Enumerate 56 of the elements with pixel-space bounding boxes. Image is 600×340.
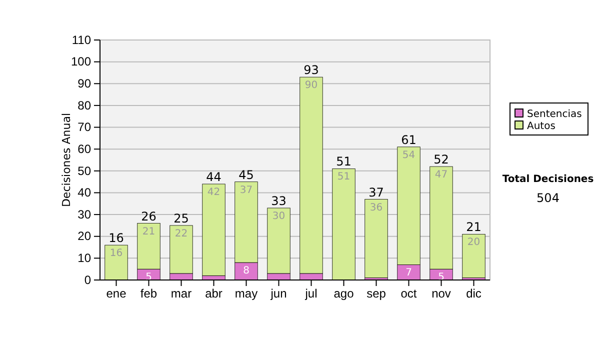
data-label: 36: [370, 202, 383, 214]
y-tick-label: 100: [70, 54, 92, 69]
data-label: 37: [240, 184, 253, 196]
text: Total Decisiones: [502, 174, 594, 185]
y-tick-label: 20: [78, 229, 92, 244]
data-label: 7: [406, 268, 412, 279]
total-label: 21: [466, 220, 482, 234]
x-tick-label: abr: [205, 286, 222, 301]
data-label: 20: [467, 237, 480, 248]
total-label: 37: [368, 185, 384, 200]
x-tick-label: sep: [366, 286, 386, 301]
x-tick-label: oct: [400, 286, 418, 301]
text: 504: [536, 191, 560, 205]
y-tick-label: 10: [78, 251, 92, 266]
data-label: 30: [272, 211, 286, 222]
total-label: 52: [434, 152, 449, 167]
data-label: 16: [110, 248, 123, 260]
data-label: 47: [434, 170, 448, 181]
data-label: 42: [207, 187, 220, 198]
y-tick-label: 80: [78, 98, 92, 112]
total-label: 61: [401, 132, 416, 147]
bar: [202, 184, 226, 276]
data-label: 21: [142, 226, 156, 238]
y-tick-label: 30: [78, 207, 92, 222]
legend-label: Autos: [527, 121, 556, 132]
y-axis-title: Decisiones Anual: [60, 112, 73, 208]
x-tick-label: mar: [170, 286, 192, 301]
x-tick-label: nov: [432, 286, 451, 301]
total-label: 26: [141, 209, 156, 224]
x-tick-label: jul: [304, 286, 318, 301]
y-tick-label: 50: [78, 164, 92, 178]
data-label: 8: [243, 266, 250, 277]
total-label: 33: [271, 194, 286, 208]
y-tick-label: 40: [78, 186, 92, 200]
data-label: 54: [402, 150, 416, 161]
data-label: 51: [337, 172, 350, 183]
y-tick-label: 60: [78, 142, 92, 156]
legend-label: Sentencias: [527, 109, 582, 120]
x-tick-label: dic: [466, 286, 482, 301]
total-label: 16: [108, 231, 124, 246]
total-label: 44: [206, 170, 222, 184]
total-label: 93: [304, 63, 319, 78]
y-tick-label: 70: [78, 120, 92, 134]
x-tick-label: jun: [270, 286, 287, 301]
x-tick-label: may: [234, 286, 258, 301]
total-label: 45: [238, 168, 254, 182]
x-tick-label: ene: [106, 286, 127, 301]
y-tick-label: 90: [78, 76, 92, 90]
data-label: 90: [304, 80, 318, 92]
total-label: 25: [174, 211, 189, 226]
x-tick-label: ago: [334, 286, 354, 301]
data-label: 22: [174, 228, 188, 240]
y-tick-label: 110: [72, 32, 92, 47]
total-label: 51: [336, 154, 352, 169]
y-tick-label: 0: [84, 272, 92, 287]
x-tick-label: feb: [140, 286, 158, 301]
